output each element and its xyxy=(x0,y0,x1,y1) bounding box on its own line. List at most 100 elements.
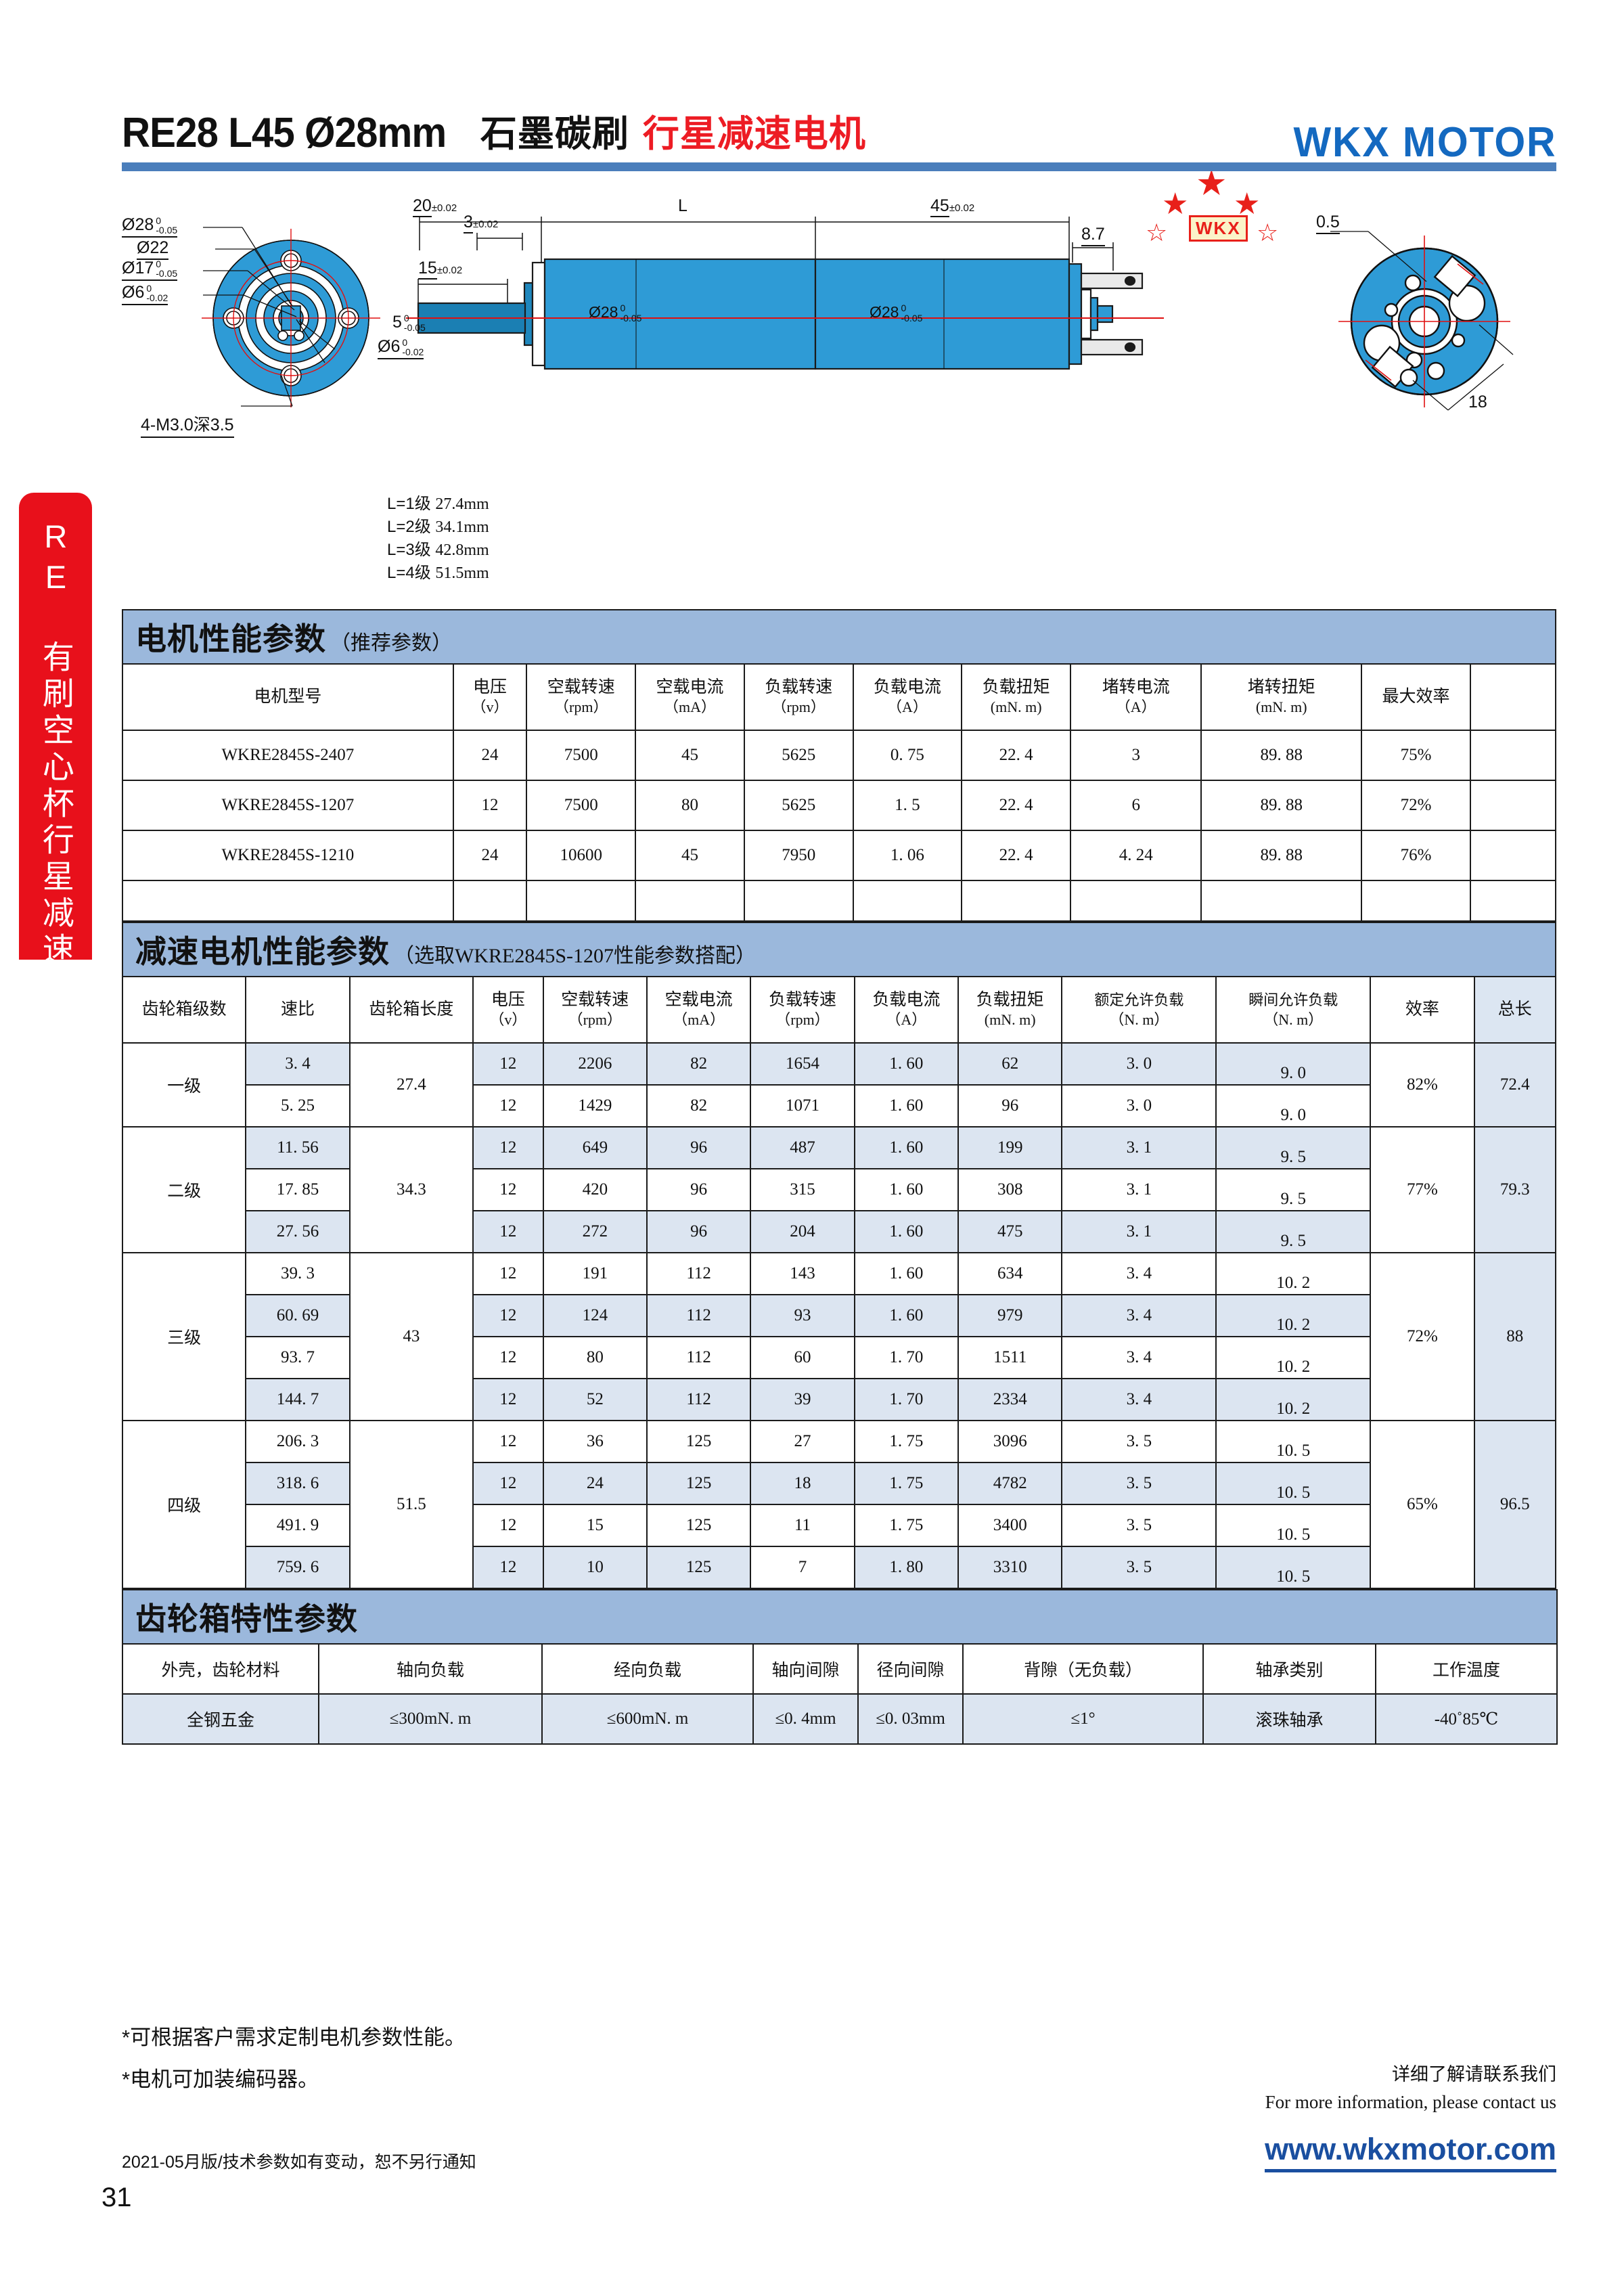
col-header-voltage: 电压 （v） xyxy=(472,976,544,1044)
col-header-operating-temp: 工作温度 xyxy=(1375,1643,1558,1695)
col-header-ratio: 速比 xyxy=(245,976,351,1044)
side-dim-5: 5 0 -0.05 xyxy=(392,312,426,334)
cell-stage: 四级 xyxy=(121,1420,247,1589)
col-header-load-current: 负载电流 （A） xyxy=(853,976,960,1044)
cell-ratio: 17. 85 xyxy=(245,1168,351,1211)
contact-en: For more information, please contact us xyxy=(1265,2091,1556,2112)
front-dim-d6: Ø6 0 -0.02 xyxy=(122,283,168,306)
contact-cn: 详细了解请联系我们 xyxy=(1392,2064,1556,2084)
cell-noload-speed: 52 xyxy=(542,1378,648,1421)
website-url[interactable]: www.wkxmotor.com xyxy=(1265,2132,1556,2172)
table-row: 144. 7 12 52 112 39 1. 70 2334 3. 4 10. … xyxy=(122,1378,1556,1421)
motor-performance-table: 电机性能参数 （推荐参数） 电机型号 电压 （v） 空载转速 （rpm） 空载电流 （m… xyxy=(122,609,1557,922)
cell-peak-load: 10. 5 xyxy=(1215,1504,1372,1547)
cell-noload-current: 112 xyxy=(646,1294,752,1337)
cell-noload-speed: 7500 xyxy=(526,730,637,781)
cell-voltage: 12 xyxy=(452,780,528,831)
motor-section-title: 电机性能参数 xyxy=(135,621,326,656)
col-header-peak-load: 瞬间允许负载 （N. m） xyxy=(1215,976,1372,1044)
cell-rated-load: 3. 4 xyxy=(1061,1294,1217,1337)
cell-rated-load: 3. 1 xyxy=(1061,1210,1217,1253)
cell-load-speed: 7 xyxy=(750,1546,855,1589)
page-number: 31 xyxy=(102,2183,132,2212)
col-header-noload-current: 空载电流 （mA） xyxy=(635,663,745,731)
header-model: RE28 L45 Ø28mm xyxy=(122,110,447,156)
cell-load-torque: 4782 xyxy=(957,1462,1063,1505)
cell-load-speed: 60 xyxy=(750,1336,855,1379)
cell-ratio: 318. 6 xyxy=(245,1462,351,1505)
cell-voltage: 12 xyxy=(472,1252,544,1295)
gearbox-characteristics-table: 齿轮箱特性参数 外壳，齿轮材料 轴向负载 经向负载 轴向间隙 径向间隙 背隙（无… xyxy=(122,1589,1558,1745)
footer-note-2: *电机可加装编码器。 xyxy=(122,2068,319,2091)
cell-peak-load: 10. 2 xyxy=(1215,1294,1372,1337)
motor-section-subtitle: （推荐参数） xyxy=(330,632,452,654)
col-header-max-efficiency: 最大效率 xyxy=(1361,663,1471,731)
cell-noload-current: 125 xyxy=(646,1420,752,1463)
table-row: 491. 9 12 15 125 11 1. 75 3400 3. 5 10. … xyxy=(122,1504,1556,1547)
cell-rated-load: 3. 5 xyxy=(1061,1546,1217,1589)
cell-total-length: 88 xyxy=(1473,1252,1557,1421)
col-header-efficiency: 效率 xyxy=(1370,976,1475,1044)
cell-noload-current: 45 xyxy=(635,830,745,881)
cell-ratio: 206. 3 xyxy=(245,1420,351,1463)
cell-voltage: 24 xyxy=(452,830,528,881)
gearbox-performance-table: 减速电机性能参数 （选取WKRE2845S-1207性能参数搭配） 齿轮箱级数 速… xyxy=(121,922,1557,1589)
cell-peak-load: 10. 2 xyxy=(1215,1378,1372,1421)
gearbox-section-title: 减速电机性能参数 xyxy=(135,934,390,969)
cell-efficiency: 82% xyxy=(1370,1042,1475,1127)
cell-noload-speed: 24 xyxy=(542,1462,648,1505)
cell-noload-speed: 15 xyxy=(542,1504,648,1547)
cell-voltage: 12 xyxy=(472,1546,544,1589)
cell-load-torque: 22. 4 xyxy=(961,830,1072,881)
cell-noload-speed: 420 xyxy=(542,1168,648,1211)
cell-load-speed: 27 xyxy=(750,1420,855,1463)
cell-load-torque: 199 xyxy=(957,1126,1063,1169)
cell-rated-load: 3. 1 xyxy=(1061,1168,1217,1211)
table-row: 17. 85 12 420 96 315 1. 60 308 3. 1 9. 5 xyxy=(122,1168,1556,1211)
side-dim-87: 8.7 xyxy=(1081,225,1105,246)
cell-radial-clearance: ≤0. 03mm xyxy=(857,1693,964,1745)
cell-load-speed: 487 xyxy=(750,1126,855,1169)
cell-voltage: 12 xyxy=(472,1210,544,1253)
wkx-badge-label: WKX xyxy=(1189,215,1248,242)
front-dim-d17: Ø17 0 -0.05 xyxy=(122,259,178,282)
cell-noload-current: 125 xyxy=(646,1462,752,1505)
cell-load-current: 0. 75 xyxy=(852,730,963,781)
technical-drawings: Ø28 0 -0.05 Ø22 Ø17 0 -0.05 Ø6 0 -0.02 4-M3.0深… xyxy=(122,196,1556,596)
cell-stall-torque: 89. 88 xyxy=(1200,780,1363,831)
cell-rated-load: 3. 5 xyxy=(1061,1420,1217,1463)
side-tab-label: RE 有刷空心杯行星减速电机 xyxy=(37,518,74,1042)
cell-housing-material: 全钢五金 xyxy=(122,1693,319,1745)
cell-voltage: 12 xyxy=(472,1336,544,1379)
cell-noload-current: 96 xyxy=(646,1210,752,1253)
cell-voltage: 12 xyxy=(472,1084,544,1127)
cell-noload-current: 112 xyxy=(646,1336,752,1379)
cell-load-current: 1. 70 xyxy=(853,1378,960,1421)
list-item: L=2级 34.1mm xyxy=(387,518,489,537)
cell-noload-speed: 191 xyxy=(542,1252,648,1295)
cell-ratio: 39. 3 xyxy=(245,1252,351,1295)
cell-load-speed: 11 xyxy=(750,1504,855,1547)
cell-rated-load: 3. 0 xyxy=(1061,1084,1217,1127)
col-header-noload-speed: 空载转速 （rpm） xyxy=(526,663,637,731)
cell-voltage: 12 xyxy=(472,1462,544,1505)
star-icon: ☆ xyxy=(1257,219,1279,246)
cell-ratio: 93. 7 xyxy=(245,1336,351,1379)
cell-load-torque: 22. 4 xyxy=(961,780,1072,831)
table-row: 60. 69 12 124 112 93 1. 60 979 3. 4 10. … xyxy=(122,1294,1556,1337)
motor-column-header-row: 电机型号 电压 （v） 空载转速 （rpm） 空载电流 （mA） 负载转速 （rpm） … xyxy=(122,663,1557,731)
cell-peak-load: 9. 5 xyxy=(1215,1126,1372,1169)
side-dim-body-d28-left: Ø28 0 -0.05 xyxy=(589,303,642,323)
cell-noload-speed: 36 xyxy=(542,1420,648,1463)
list-item: L=3级 42.8mm xyxy=(387,541,489,560)
cell-load-speed: 18 xyxy=(750,1462,855,1505)
cell-ratio: 27. 56 xyxy=(245,1210,351,1253)
side-tab: RE 有刷空心杯行星减速电机 xyxy=(19,493,92,1042)
cell-rated-load: 3. 5 xyxy=(1061,1462,1217,1505)
cell-voltage: 12 xyxy=(472,1294,544,1337)
table-row: WKRE2845S-2407 24 7500 45 5625 0. 75 22.… xyxy=(122,730,1557,781)
cell-rated-load: 3. 4 xyxy=(1061,1336,1217,1379)
cell-rated-load: 3. 1 xyxy=(1061,1126,1217,1169)
cell-model: WKRE2845S-1207 xyxy=(122,780,454,831)
